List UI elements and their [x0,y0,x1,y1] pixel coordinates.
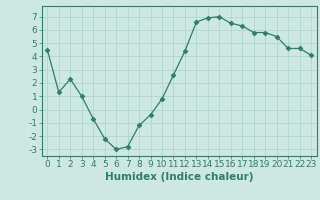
X-axis label: Humidex (Indice chaleur): Humidex (Indice chaleur) [105,172,253,182]
